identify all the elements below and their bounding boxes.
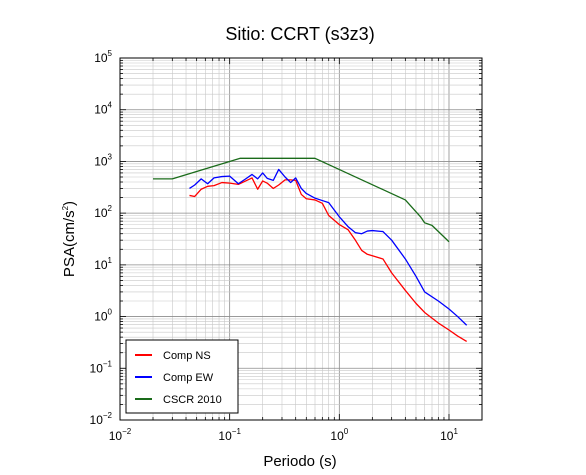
y-tick-label-base: 10 [94, 103, 108, 117]
y-tick-label: 105 [94, 49, 112, 65]
x-tick-label-exp: 0 [344, 427, 349, 436]
x-tick-label-base: 10 [330, 429, 344, 443]
chart-title: Sitio: CCRT (s3z3) [225, 24, 374, 44]
y-tick-label-base: 10 [94, 206, 108, 220]
x-axis-label: Periodo (s) [263, 453, 336, 470]
y-tick-label-exp: 1 [108, 256, 113, 265]
y-axis-label-end: ) [61, 201, 78, 206]
y-axis-label: PSA(cm/s2) [61, 201, 78, 277]
y-axis-label-base: PSA(cm/s [61, 210, 78, 277]
y-tick-label-base: 10 [94, 154, 108, 168]
y-tick-label: 101 [94, 256, 112, 272]
series-line-2 [189, 168, 468, 326]
y-tick-label: 10−2 [90, 411, 113, 427]
y-axis-label-sup: 2 [61, 205, 70, 210]
x-tick-label: 101 [440, 427, 458, 443]
series-line-3 [153, 157, 450, 243]
y-tick-label: 103 [94, 152, 112, 168]
x-tick-label-exp: −2 [122, 427, 132, 436]
y-tick-label-exp: 4 [108, 101, 113, 110]
x-tick-label-exp: 1 [453, 427, 458, 436]
y-tick-label-base: 10 [90, 413, 104, 427]
x-tick-label: 100 [330, 427, 348, 443]
grid [119, 57, 483, 421]
y-tick-label: 104 [94, 101, 112, 117]
y-tick-label-base: 10 [94, 51, 108, 65]
y-tick-label-exp: −1 [103, 359, 113, 368]
legend-label: CSCR 2010 [163, 394, 222, 406]
x-tick-label-base: 10 [109, 429, 123, 443]
x-tick-label-base: 10 [440, 429, 454, 443]
y-tick-label: 100 [94, 308, 112, 324]
y-tick-label-base: 10 [94, 310, 108, 324]
x-tick-label: 10−2 [109, 427, 132, 443]
plot-frame [119, 57, 483, 421]
x-tick-label-exp: −1 [232, 427, 242, 436]
y-tick-label-exp: 0 [108, 308, 113, 317]
y-tick-label-base: 10 [94, 258, 108, 272]
x-tick-labels: 10−2 10−1 100 101 [109, 427, 459, 443]
y-tick-label-exp: 3 [108, 152, 113, 161]
legend-label: Comp NS [163, 350, 211, 362]
axis-ticks [119, 57, 483, 421]
series-lines [153, 157, 468, 343]
y-tick-label-base: 10 [90, 361, 104, 375]
y-tick-label: 102 [94, 204, 112, 220]
y-tick-label: 10−1 [90, 359, 113, 375]
y-tick-label-exp: −2 [103, 411, 113, 420]
x-tick-label-base: 10 [218, 429, 232, 443]
y-tick-label-exp: 2 [108, 204, 113, 213]
y-tick-label-exp: 5 [108, 49, 113, 58]
x-tick-label: 10−1 [218, 427, 241, 443]
legend-label: Comp EW [163, 372, 214, 384]
legend: Comp NS Comp EW CSCR 2010 [125, 339, 239, 414]
series-line-1 [189, 177, 468, 343]
